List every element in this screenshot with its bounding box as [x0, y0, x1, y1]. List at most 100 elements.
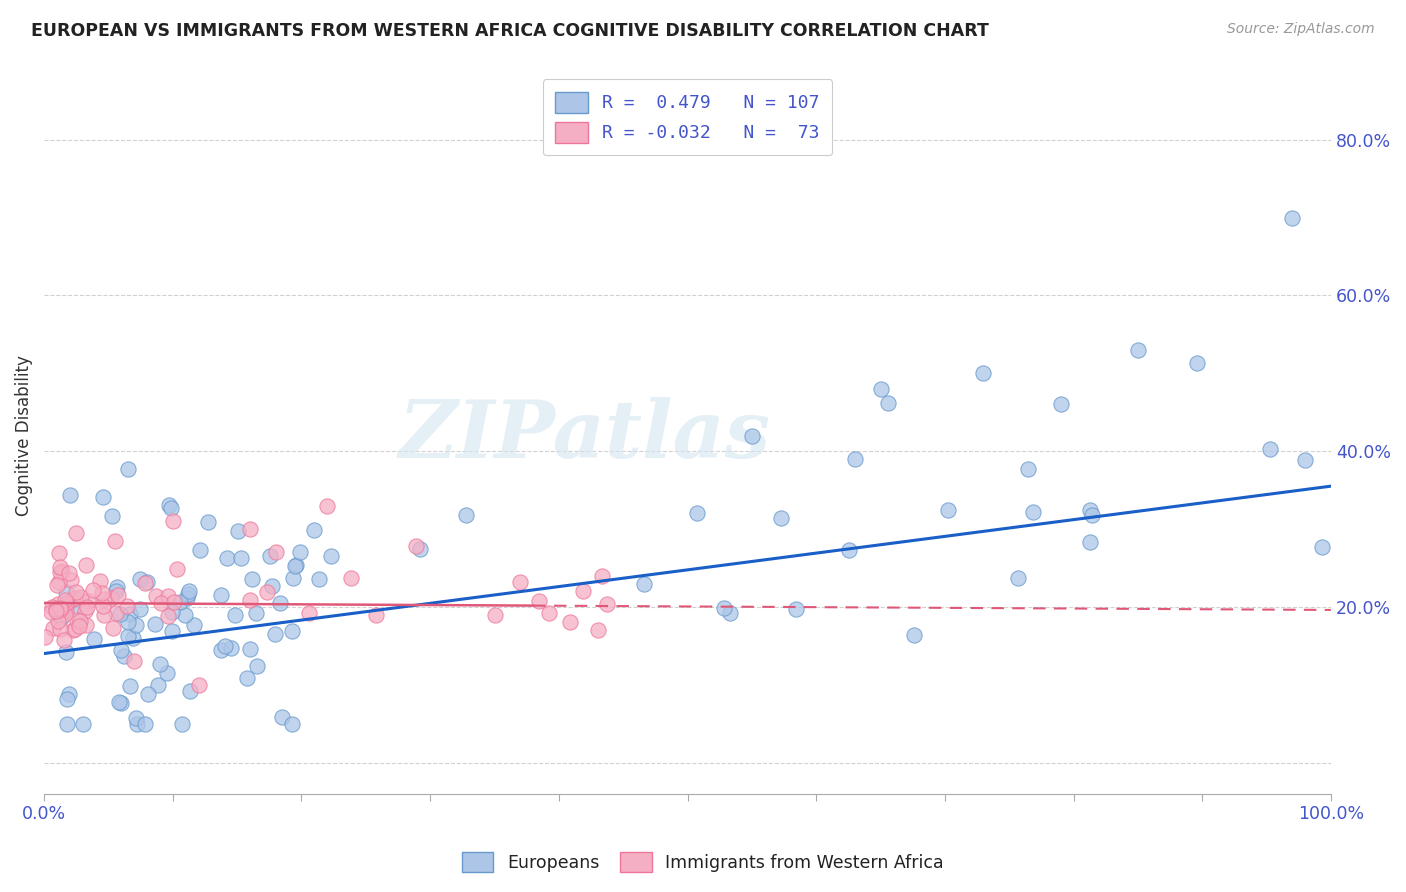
Point: [46, 597, 69, 611]
Point: [157, 498, 180, 512]
Point: [76, 599, 98, 614]
Point: [187, 678, 209, 692]
Point: [76, 593, 98, 607]
Point: [128, 572, 150, 586]
Point: [1007, 571, 1029, 585]
Point: [785, 602, 807, 616]
Point: [591, 568, 613, 582]
Point: [146, 678, 169, 692]
Point: [308, 572, 330, 586]
Point: [91, 490, 114, 504]
Point: [59, 574, 82, 588]
Point: [456, 508, 478, 522]
Point: [173, 607, 195, 622]
Point: [183, 618, 205, 632]
Point: [157, 589, 180, 603]
Point: [101, 508, 124, 523]
Point: [537, 606, 560, 620]
Point: [49, 622, 72, 636]
Point: [177, 587, 200, 601]
Point: [65, 525, 87, 540]
Point: [509, 574, 531, 589]
Point: [125, 716, 148, 731]
Point: [107, 695, 129, 709]
Point: [124, 711, 146, 725]
Point: [49, 600, 72, 615]
Point: [55, 716, 77, 731]
Point: [55, 607, 77, 621]
Point: [936, 503, 959, 517]
Point: [298, 606, 321, 620]
Point: [110, 696, 132, 710]
Point: [166, 562, 188, 576]
Point: [177, 583, 200, 598]
Point: [117, 615, 139, 629]
Point: [1081, 508, 1104, 522]
Point: [107, 581, 129, 595]
Point: [769, 511, 792, 525]
Point: [66, 613, 89, 627]
Point: [160, 501, 183, 516]
Point: [110, 643, 132, 657]
Point: [340, 571, 363, 585]
Point: [1312, 540, 1334, 554]
Point: [70, 591, 93, 605]
Point: [321, 549, 343, 563]
Point: [62, 601, 84, 615]
Point: [93, 591, 115, 606]
Point: [55, 585, 77, 599]
Point: [162, 624, 184, 638]
Point: [162, 514, 184, 528]
Point: [55, 604, 77, 618]
Point: [209, 643, 232, 657]
Point: [224, 608, 246, 623]
Point: [270, 710, 292, 724]
Point: [103, 621, 125, 635]
Text: Source: ZipAtlas.com: Source: ZipAtlas.com: [1227, 22, 1375, 37]
Point: [76, 618, 98, 632]
Point: [49, 611, 72, 625]
Point: [72, 716, 94, 731]
Point: [67, 618, 90, 632]
Point: [91, 586, 114, 600]
Point: [58, 687, 80, 701]
Point: [1187, 356, 1209, 370]
Point: [409, 542, 432, 557]
Point: [107, 588, 129, 602]
Point: [1049, 397, 1071, 411]
Point: [903, 628, 925, 642]
Point: [256, 585, 278, 599]
Point: [588, 623, 610, 637]
Point: [150, 596, 173, 610]
Point: [45, 604, 67, 618]
Y-axis label: Cognitive Disability: Cognitive Disability: [15, 355, 32, 516]
Point: [1017, 462, 1039, 476]
Point: [91, 599, 114, 613]
Point: [73, 605, 96, 619]
Point: [172, 716, 194, 731]
Point: [838, 543, 860, 558]
Point: [56, 692, 79, 706]
Point: [48, 546, 70, 560]
Point: [169, 595, 191, 609]
Point: [214, 639, 236, 653]
Point: [108, 607, 131, 621]
Point: [105, 606, 128, 620]
Point: [405, 539, 427, 553]
Point: [162, 605, 184, 619]
Point: [138, 687, 160, 701]
Point: [34, 631, 56, 645]
Point: [48, 575, 70, 590]
Point: [55, 645, 77, 659]
Point: [145, 589, 167, 603]
Point: [1281, 211, 1303, 225]
Text: EUROPEAN VS IMMIGRANTS FROM WESTERN AFRICA COGNITIVE DISABILITY CORRELATION CHAR: EUROPEAN VS IMMIGRANTS FROM WESTERN AFRI…: [31, 22, 988, 40]
Point: [100, 591, 122, 605]
Point: [869, 382, 891, 396]
Point: [1022, 506, 1045, 520]
Point: [118, 607, 141, 622]
Point: [231, 551, 253, 566]
Point: [246, 658, 269, 673]
Point: [259, 549, 281, 563]
Point: [209, 588, 232, 602]
